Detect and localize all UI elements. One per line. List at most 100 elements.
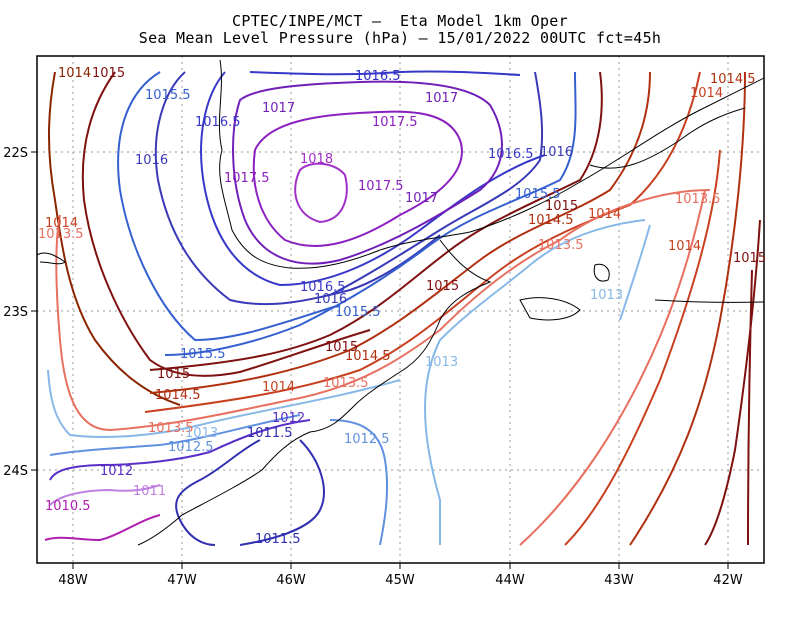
contour-labels: 1014 1015 1016.5 1015.5 1016.5 1017 1017… xyxy=(38,66,766,547)
coastline-inland xyxy=(589,107,746,169)
coastline-island xyxy=(519,297,581,321)
contour-label: 1011.5 xyxy=(255,532,301,547)
contour-label: 1016.5 xyxy=(488,147,534,162)
coastline-bay xyxy=(137,239,492,546)
contour-label: 1017.5 xyxy=(372,115,418,130)
x-tick-label: 46W xyxy=(276,573,306,588)
isobar-1016.5-north xyxy=(249,70,521,76)
contour-label: 1015 xyxy=(426,279,459,294)
isobar-1015.5-east xyxy=(164,71,577,356)
x-tick-label: 43W xyxy=(604,573,634,588)
isobar-1012.5 xyxy=(49,414,389,546)
isobar-1010.5 xyxy=(44,514,161,541)
axis-ticks xyxy=(31,151,729,569)
contour-label: 1011 xyxy=(133,484,166,499)
isobar-1013.5 xyxy=(55,189,711,431)
contour-label: 1015.5 xyxy=(335,305,381,320)
contour-label: 1013 xyxy=(590,288,623,303)
coastline xyxy=(36,59,765,546)
contour-label: 1015 xyxy=(325,340,358,355)
contour-label: 1012 xyxy=(272,411,305,426)
isobar-1014 xyxy=(144,71,701,413)
isobar-1013 xyxy=(47,219,646,545)
x-tick-label: 47W xyxy=(167,573,197,588)
contour-label: 1017.5 xyxy=(358,179,404,194)
isobar-1013.5-east xyxy=(519,189,706,546)
isobar-1015-west xyxy=(81,71,371,377)
contour-label: 1015 xyxy=(157,367,190,382)
x-tick-label: 42W xyxy=(713,573,743,588)
contour-label: 1016.5 xyxy=(300,280,346,295)
coastline-land-west xyxy=(36,252,66,265)
contour-label: 1014 xyxy=(588,207,621,222)
graticule xyxy=(37,56,764,563)
contour-label: 1013 xyxy=(185,426,218,441)
contour-label: 1014.5 xyxy=(710,72,756,87)
contour-label: 1014 xyxy=(668,239,701,254)
isobar-1017.5 xyxy=(252,110,463,247)
contour-label: 1014.5 xyxy=(528,213,574,228)
contour-label: 1015 xyxy=(92,66,125,81)
contour-label: 1014 xyxy=(58,66,91,81)
isobar-1011.5 xyxy=(175,439,325,546)
contour-label: 1013.5 xyxy=(538,238,584,253)
isobars xyxy=(44,70,761,546)
isobar-1012 xyxy=(49,419,311,481)
contour-label: 1014 xyxy=(262,380,295,395)
contour-label: 1016.5 xyxy=(355,69,401,84)
contour-label: 1013.5 xyxy=(675,192,721,207)
contour-label: 1012 xyxy=(100,464,133,479)
contour-label: 1013 xyxy=(425,355,458,370)
isobar-1011 xyxy=(49,484,161,506)
contour-label: 1012.5 xyxy=(168,440,214,455)
chart-title-line1: CPTEC/INPE/MCT – Eta Model 1km Oper xyxy=(232,12,568,30)
contour-label: 1014.5 xyxy=(345,349,391,364)
x-axis-labels: 48W 47W 46W 45W 44W 43W 42W xyxy=(58,573,743,588)
isobar-1015.5-east-edge xyxy=(747,269,753,546)
contour-label: 1016 xyxy=(540,145,573,160)
coastline-main xyxy=(218,59,765,269)
contour-label: 1011.5 xyxy=(247,426,293,441)
isobar-1014-west xyxy=(48,71,181,406)
isobar-1014-east xyxy=(564,149,721,546)
contour-label: 1010.5 xyxy=(45,499,91,514)
isobar-1016.5 xyxy=(200,71,546,286)
chart-title-line2: Sea Mean Level Pressure (hPa) – 15/01/20… xyxy=(138,29,662,47)
contour-label: 1018 xyxy=(300,152,333,167)
isobar-1013-east xyxy=(619,224,651,321)
contour-label: 1013.5 xyxy=(323,376,369,391)
contour-label: 1017 xyxy=(425,91,458,106)
contour-label: 1015.5 xyxy=(180,347,226,362)
y-tick-label: 22S xyxy=(3,146,28,161)
contour-label: 1015 xyxy=(733,251,766,266)
contour-label: 1016 xyxy=(314,292,347,307)
contour-label: 1013.5 xyxy=(148,421,194,436)
contour-label: 1015.5 xyxy=(145,88,191,103)
x-tick-label: 48W xyxy=(58,573,88,588)
isobar-1016-northeast xyxy=(329,71,544,296)
isobar-1014.5-east xyxy=(629,71,746,546)
contour-label: 1012.5 xyxy=(344,432,390,447)
y-tick-label: 24S xyxy=(3,464,28,479)
x-tick-label: 44W xyxy=(495,573,525,588)
contour-label: 1014 xyxy=(690,86,723,101)
contour-label: 1017 xyxy=(405,191,438,206)
coastline-island-2 xyxy=(593,263,610,282)
contour-label: 1016 xyxy=(135,153,168,168)
y-tick-label: 23S xyxy=(3,305,28,320)
isobar-1014.5 xyxy=(149,71,651,394)
contour-label: 1017 xyxy=(262,101,295,116)
isobar-1015-east-edge xyxy=(704,219,761,546)
coastline-east xyxy=(654,299,765,303)
contour-label: 1014.5 xyxy=(155,388,201,403)
contour-label: 1015 xyxy=(545,199,578,214)
isobar-1016-west xyxy=(154,71,441,306)
contour-label: 1014 xyxy=(45,216,78,231)
contour-label: 1016.5 xyxy=(195,115,241,130)
isobar-1017 xyxy=(232,80,503,265)
isobar-1015.5-west xyxy=(117,71,341,341)
x-tick-label: 45W xyxy=(385,573,415,588)
isobar-1015-east xyxy=(149,71,603,371)
contour-label: 1013.5 xyxy=(38,227,84,242)
